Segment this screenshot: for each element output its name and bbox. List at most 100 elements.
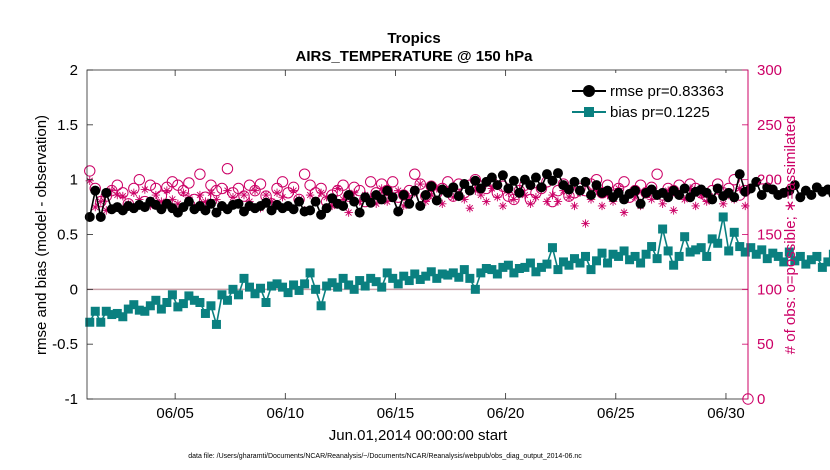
bias-point [377, 282, 387, 292]
bias-point [278, 282, 288, 292]
rmse-point [569, 176, 580, 187]
obs-possible-point [194, 168, 206, 180]
bias-point [432, 273, 442, 283]
bias-point [267, 281, 277, 291]
bias-point [162, 297, 172, 307]
y2-axis-label: # of obs: o=possible; ∗=assimilated [782, 116, 799, 355]
legend-rmse-marker [583, 85, 595, 97]
bias-point [636, 258, 646, 268]
rmse-point [789, 180, 800, 191]
obs-assimilated-point [432, 184, 441, 193]
bias-point [112, 308, 122, 318]
obs-possible-point [133, 173, 146, 186]
bias-point [244, 282, 254, 292]
y2-tick-label: 50 [757, 336, 774, 353]
bias-point [118, 312, 128, 322]
obs-assimilated-point [267, 197, 276, 206]
bias-point [503, 260, 513, 270]
obs-assimilated-point [327, 201, 337, 211]
obs-assimilated-point [289, 186, 298, 195]
rmse-point [674, 190, 685, 201]
rmse-point [525, 180, 536, 191]
bias-point [454, 272, 464, 282]
rmse-point [354, 207, 365, 218]
obs-assimilated-point [91, 202, 100, 212]
rmse-point [822, 184, 830, 195]
bias-point [779, 257, 789, 267]
bias-series [85, 212, 830, 329]
bias-point [184, 291, 194, 301]
obs-assimilated-point [333, 184, 342, 193]
bias-point [509, 268, 519, 278]
bias-point [641, 249, 651, 259]
rmse-point [426, 181, 437, 192]
bias-point [542, 259, 552, 269]
rmse-point [415, 200, 426, 211]
rmse-point [84, 211, 95, 222]
bias-point [619, 246, 629, 256]
obs-assimilated-point [179, 188, 188, 198]
bias-point [101, 306, 111, 316]
rmse-point [393, 206, 404, 217]
bias-point [735, 242, 745, 252]
series-layer [84, 163, 830, 405]
obs-assimilated-point [421, 197, 430, 206]
rmse-point [475, 183, 486, 194]
rmse-point [200, 205, 211, 216]
bias-point [322, 281, 332, 291]
rmse-point [586, 190, 597, 201]
bias-point [564, 260, 574, 270]
bias-point [107, 310, 117, 320]
bias-point [691, 245, 701, 255]
bias-point [85, 317, 95, 327]
y-tick-label: 2 [70, 62, 78, 79]
rmse-point [294, 196, 305, 207]
obs-assimilated-point [416, 179, 425, 189]
bias-point [256, 283, 266, 293]
rmse-point [679, 183, 690, 194]
obs-assimilated-point [383, 197, 392, 206]
bias-point [305, 268, 315, 278]
rmse-point [630, 185, 641, 196]
obs-assimilated-point [719, 199, 728, 208]
rmse-point [552, 168, 563, 179]
rmse-point [756, 190, 767, 201]
obs-assimilated-point [581, 219, 590, 228]
y-tick-label: 0.5 [57, 227, 78, 244]
bias-point [768, 248, 778, 258]
obs-assimilated-point [366, 193, 375, 202]
obs-assimilated-point [647, 195, 656, 204]
bias-point [806, 255, 816, 265]
bias-point [404, 276, 414, 286]
obs-assimilated-point [438, 199, 447, 208]
bias-point [762, 254, 772, 264]
bias-point [746, 243, 756, 253]
bias-point [327, 278, 337, 288]
rmse-point [382, 185, 393, 196]
rmse-point [459, 179, 470, 190]
rmse-point [729, 192, 740, 203]
bias-point [575, 258, 585, 268]
rmse-point [602, 185, 613, 196]
rmse-point [514, 187, 525, 198]
bias-point [647, 242, 657, 252]
obs-assimilated-point [344, 208, 353, 217]
bias-point [823, 257, 830, 267]
bias-point [558, 257, 568, 267]
bias-point [784, 247, 794, 257]
obs-assimilated-point [96, 197, 105, 206]
obs-assimilated-point [85, 176, 94, 185]
bias-point [569, 254, 579, 264]
rmse-point [420, 190, 431, 201]
obs-assimilated-point [619, 208, 629, 217]
bias-point [757, 245, 767, 255]
bias-point [498, 262, 508, 272]
bias-point [531, 267, 541, 277]
obs-assimilated-point [570, 201, 579, 211]
bias-point [680, 232, 690, 242]
y-tick-label: -0.5 [52, 336, 78, 353]
bias-point [228, 284, 238, 294]
legend-bias-marker [584, 107, 594, 117]
bias-point [448, 268, 458, 278]
